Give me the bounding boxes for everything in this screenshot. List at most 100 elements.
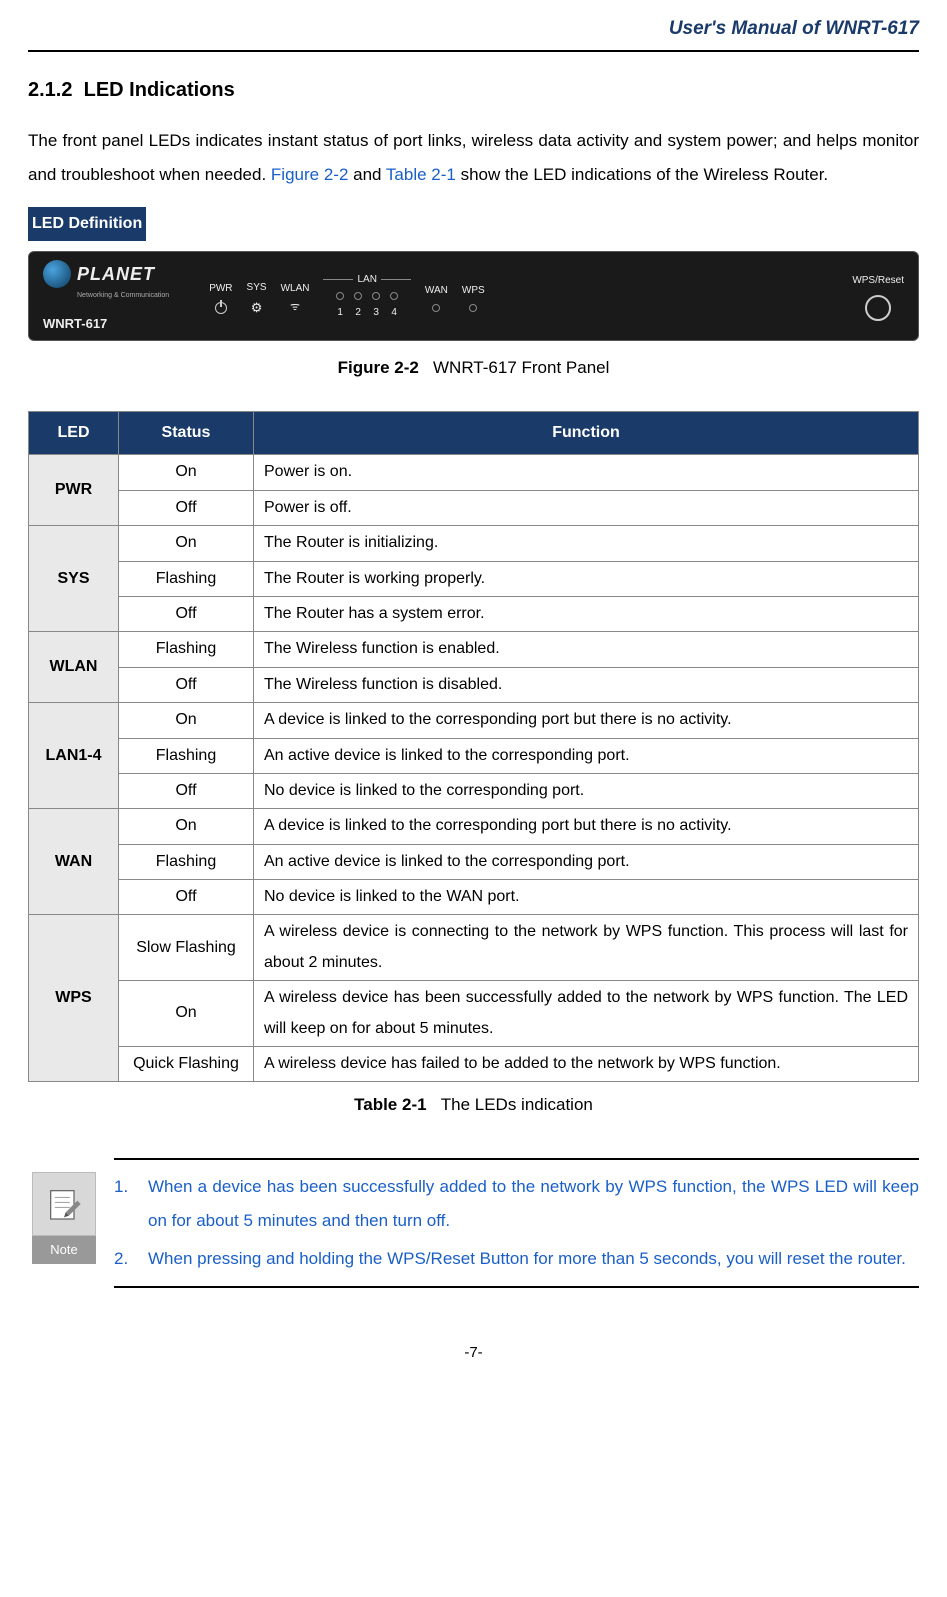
lan-num: 4: [391, 303, 397, 323]
figure-label: Figure 2-2: [338, 358, 419, 377]
status-cell: Off: [119, 490, 254, 525]
section-heading: 2.1.2 LED Indications: [28, 70, 919, 110]
intro-text-c: show the LED indications of the Wireless…: [456, 165, 828, 184]
wps-reset-label: WPS/Reset: [852, 271, 904, 291]
divider-line: [381, 279, 411, 280]
section-title: LED Indications: [84, 79, 235, 101]
pwr-led: PWR: [209, 279, 232, 314]
status-cell: On: [119, 809, 254, 844]
function-cell: A wireless device has been successfully …: [254, 981, 919, 1047]
status-cell: On: [119, 455, 254, 490]
status-cell: On: [119, 526, 254, 561]
table-reference-link[interactable]: Table 2-1: [386, 165, 456, 184]
col-header-led: LED: [29, 412, 119, 455]
table-row: WPS Slow Flashing A wireless device is c…: [29, 915, 919, 981]
led-definition-badge: LED Definition: [28, 207, 146, 241]
function-cell: Power is on.: [254, 455, 919, 490]
status-cell: Off: [119, 880, 254, 915]
lan-led-group: LAN 1 2 3 4: [323, 270, 410, 323]
led-dot-icon: [432, 304, 440, 312]
led-dot-icon: [372, 292, 380, 300]
table-row: SYS On The Router is initializing.: [29, 526, 919, 561]
function-cell: An active device is linked to the corres…: [254, 844, 919, 879]
led-name-sys: SYS: [29, 526, 119, 632]
figure-text: WNRT-617 Front Panel: [433, 358, 609, 377]
function-cell: A device is linked to the corresponding …: [254, 809, 919, 844]
wps-reset-button-graphic: WPS/Reset: [852, 271, 904, 321]
lan4-led: 4: [390, 292, 398, 323]
status-cell: Off: [119, 667, 254, 702]
status-cell: Flashing: [119, 844, 254, 879]
function-cell: The Router is initializing.: [254, 526, 919, 561]
note-list: 1. When a device has been successfully a…: [114, 1170, 919, 1276]
brand-name: PLANET: [77, 256, 155, 292]
led-indication-table: LED Status Function PWR On Power is on. …: [28, 411, 919, 1082]
status-cell: Flashing: [119, 561, 254, 596]
note-block: Note 1. When a device has been successfu…: [28, 1158, 919, 1288]
figure-reference-link[interactable]: Figure 2-2: [271, 165, 348, 184]
lan-num: 2: [355, 303, 361, 323]
led-row: PWR SYS ⚙ WLAN ᯤ LAN 1 2 3 4 WAN: [209, 270, 484, 323]
table-row: Off The Wireless function is disabled.: [29, 667, 919, 702]
table-row: WAN On A device is linked to the corresp…: [29, 809, 919, 844]
note-item: 1. When a device has been successfully a…: [114, 1170, 919, 1238]
note-body: 1. When a device has been successfully a…: [114, 1158, 919, 1288]
page-number: -7-: [28, 1338, 919, 1368]
function-cell: Power is off.: [254, 490, 919, 525]
status-cell: On: [119, 981, 254, 1047]
front-panel-figure: PLANET Networking & Communication WNRT-6…: [28, 251, 919, 341]
note-text: When pressing and holding the WPS/Reset …: [148, 1242, 906, 1276]
col-header-function: Function: [254, 412, 919, 455]
function-cell: The Wireless function is disabled.: [254, 667, 919, 702]
function-cell: The Wireless function is enabled.: [254, 632, 919, 667]
led-name-wps: WPS: [29, 915, 119, 1082]
status-cell: Off: [119, 596, 254, 631]
function-cell: The Router is working properly.: [254, 561, 919, 596]
function-cell: No device is linked to the WAN port.: [254, 880, 919, 915]
lan-label: LAN: [357, 270, 376, 290]
table-row: Off Power is off.: [29, 490, 919, 525]
lan-num: 3: [373, 303, 379, 323]
col-header-status: Status: [119, 412, 254, 455]
note-text: When a device has been successfully adde…: [148, 1170, 919, 1238]
function-cell: No device is linked to the corresponding…: [254, 773, 919, 808]
intro-paragraph: The front panel LEDs indicates instant s…: [28, 124, 919, 192]
brand-logo: PLANET: [43, 256, 169, 292]
divider-line: [323, 279, 353, 280]
wlan-led: WLAN ᯤ: [281, 279, 310, 313]
section-number: 2.1.2: [28, 79, 72, 101]
doc-header-title: User's Manual of WNRT-617: [28, 0, 919, 52]
table-caption: Table 2-1 The LEDs indication: [28, 1088, 919, 1122]
gear-icon: ⚙: [251, 301, 263, 314]
table-row: PWR On Power is on.: [29, 455, 919, 490]
wlan-label: WLAN: [281, 279, 310, 299]
wps-led: WPS: [462, 281, 485, 312]
sys-label: SYS: [247, 278, 267, 298]
led-dot-icon: [336, 292, 344, 300]
led-name-lan: LAN1-4: [29, 703, 119, 809]
table-row: Off No device is linked to the correspon…: [29, 773, 919, 808]
status-cell: On: [119, 703, 254, 738]
led-dot-icon: [354, 292, 362, 300]
globe-icon: [43, 260, 71, 288]
led-name-wlan: WLAN: [29, 632, 119, 703]
lan3-led: 3: [372, 292, 380, 323]
table-row: Flashing An active device is linked to t…: [29, 844, 919, 879]
table-row: Quick Flashing A wireless device has fai…: [29, 1047, 919, 1082]
figure-caption: Figure 2-2 WNRT-617 Front Panel: [28, 351, 919, 385]
table-caption-text: The LEDs indication: [441, 1095, 593, 1114]
function-cell: A wireless device is connecting to the n…: [254, 915, 919, 981]
power-icon: [215, 302, 227, 314]
brand-block: PLANET Networking & Communication WNRT-6…: [43, 256, 169, 337]
note-number: 2.: [114, 1242, 132, 1276]
table-row: Off The Router has a system error.: [29, 596, 919, 631]
table-row: LAN1-4 On A device is linked to the corr…: [29, 703, 919, 738]
note-icon: [32, 1172, 96, 1236]
status-cell: Flashing: [119, 632, 254, 667]
led-name-pwr: PWR: [29, 455, 119, 526]
circle-button-icon: [865, 295, 891, 321]
table-row: Flashing An active device is linked to t…: [29, 738, 919, 773]
model-label: WNRT-617: [43, 311, 169, 337]
function-cell: The Router has a system error.: [254, 596, 919, 631]
function-cell: A device is linked to the corresponding …: [254, 703, 919, 738]
